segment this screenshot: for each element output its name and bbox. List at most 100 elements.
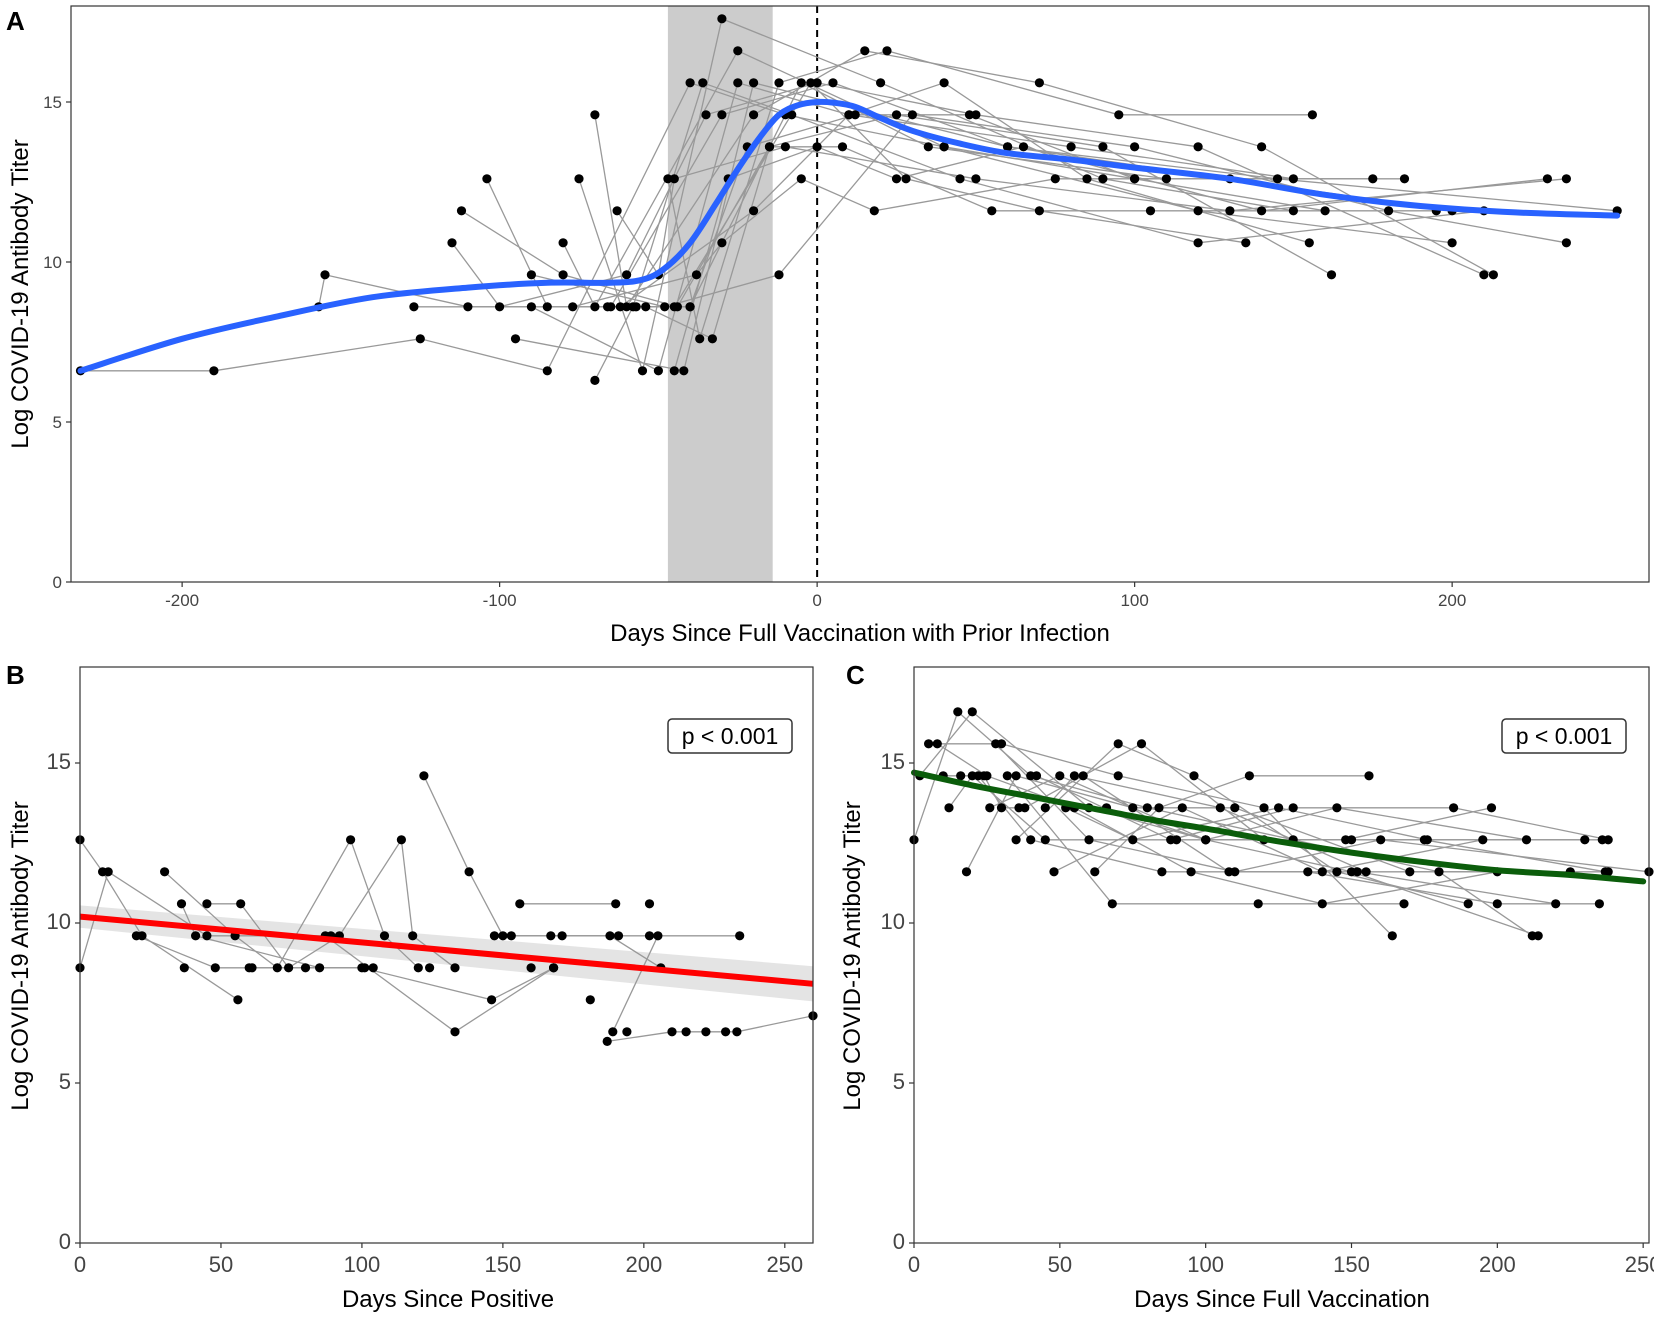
panel-b-p-value: p < 0.001 bbox=[682, 723, 779, 749]
panel-a-data bbox=[75, 6, 1622, 582]
panel-a-x-axis-title: Days Since Full Vaccination with Prior I… bbox=[610, 620, 1110, 647]
panel-b-data-point bbox=[425, 963, 435, 973]
panel-a-data-point bbox=[1225, 206, 1235, 216]
panel-a-y-tick-label: 5 bbox=[53, 413, 62, 432]
panel-a-data-point bbox=[717, 238, 727, 248]
panel-b-data-point bbox=[585, 995, 595, 1005]
panel-a-data-point bbox=[860, 46, 870, 56]
panel-a-data-point bbox=[1098, 142, 1108, 152]
panel-a-data-point bbox=[1050, 174, 1060, 184]
panel-b-data-point bbox=[549, 963, 559, 973]
panel-c-annotation-box bbox=[1501, 718, 1627, 754]
panel-a-data-point bbox=[669, 302, 679, 312]
panel-c-data-point bbox=[1521, 835, 1532, 845]
panel-a-data-point bbox=[1479, 270, 1489, 280]
panel-c-data-point bbox=[1166, 835, 1176, 845]
panel-b-data-point bbox=[284, 963, 294, 973]
panel-b-data-point bbox=[98, 867, 108, 877]
panel-c-x-tick-label: 0 bbox=[908, 1252, 920, 1277]
panel-c-data-point bbox=[1224, 867, 1234, 877]
panel-c-data-point bbox=[1128, 835, 1138, 845]
panel-c-data-point bbox=[1274, 803, 1284, 813]
panel-b-data-point bbox=[605, 931, 615, 941]
panel-a-data-point bbox=[698, 78, 708, 88]
panel-a-data-point bbox=[1130, 142, 1140, 152]
panel-c-data-point bbox=[1533, 931, 1543, 941]
panel-b-data-point bbox=[644, 931, 655, 941]
panel-b-data-point bbox=[602, 1036, 612, 1046]
panel-c-trajectory-line bbox=[1044, 775, 1571, 873]
panel-a-data-point bbox=[568, 302, 578, 312]
panel-b-x-tick-label: 50 bbox=[209, 1252, 233, 1277]
panel-b-data-point bbox=[653, 931, 663, 941]
panel-a-data-point bbox=[1003, 142, 1013, 152]
panel-a-data-point bbox=[685, 78, 695, 88]
panel-b-data-point bbox=[644, 899, 655, 909]
panel-b-data-point bbox=[210, 963, 220, 973]
panel-a-data-point bbox=[733, 46, 743, 56]
panel-c-data-point bbox=[956, 771, 966, 781]
panel-b-x-tick-label: 0 bbox=[74, 1252, 86, 1277]
panel-c-y-tick-label: 5 bbox=[893, 1069, 905, 1094]
panel-a-data-point bbox=[749, 110, 759, 120]
panel-b-regression-line bbox=[79, 913, 814, 987]
panel-a-data-point bbox=[320, 270, 330, 280]
panel-a-data-point bbox=[850, 110, 860, 120]
panel-c-x-tick-label: 200 bbox=[1479, 1252, 1516, 1277]
panel-b-data-point bbox=[191, 931, 201, 941]
panel-a-data-point bbox=[1018, 142, 1029, 152]
panel-a-data-point bbox=[456, 206, 467, 216]
panel-b-data-point bbox=[464, 867, 474, 877]
panel-a-data-point bbox=[409, 302, 419, 312]
panel-a-y-tick-label: 10 bbox=[43, 253, 62, 272]
panel-b-data-point bbox=[419, 771, 429, 781]
panel-b-data-point bbox=[202, 899, 212, 909]
panel-b-data-point bbox=[346, 835, 356, 845]
panel-a-data-point bbox=[1320, 206, 1330, 216]
panel-c-data-point bbox=[1478, 835, 1488, 845]
panel-a-data-point bbox=[701, 110, 711, 120]
panel-a-smooth-curve bbox=[77, 98, 1621, 374]
panel-b-data-point bbox=[247, 963, 257, 973]
panel-a-data-point bbox=[463, 302, 473, 312]
panel-a-x-tick-label: -200 bbox=[165, 591, 199, 610]
panel-c-data-point bbox=[1361, 867, 1371, 877]
panel-c-frame bbox=[913, 666, 1650, 1244]
panel-b-data-point bbox=[515, 899, 525, 909]
panel-c-data-point bbox=[1128, 803, 1138, 813]
panel-a-data-point bbox=[669, 366, 679, 376]
panel-c-data-point bbox=[1317, 867, 1327, 877]
panel-a-data-point bbox=[415, 334, 425, 344]
panel-a-data-point bbox=[971, 110, 981, 120]
panel-c-data-point bbox=[1186, 867, 1196, 877]
panel-a-data-point bbox=[590, 375, 600, 385]
panel-c-data-point bbox=[1113, 739, 1123, 749]
panel-b-data-point bbox=[160, 867, 170, 877]
panel-a-data-point bbox=[796, 78, 806, 88]
panel-c-data-point bbox=[1189, 771, 1199, 781]
panel-c-data-point bbox=[1136, 739, 1147, 749]
panel-c-data-point bbox=[1026, 835, 1036, 845]
panel-b-data-point bbox=[368, 963, 378, 973]
panel-a: A 0 5 10 15 -200 -100 0 100 200 Days Since Full… bbox=[6, 5, 1650, 647]
panel-c-data-point bbox=[953, 707, 963, 717]
panel-a-data-point bbox=[603, 302, 613, 312]
panel-a-data-point bbox=[837, 142, 848, 152]
panel-c-trajectory-line bbox=[1006, 775, 1404, 905]
panel-a-data-point bbox=[510, 334, 521, 344]
panel-a-y-ticks: 0 5 10 15 bbox=[43, 93, 71, 592]
panel-c-data-point bbox=[944, 803, 954, 813]
panel-a-data-point bbox=[679, 366, 689, 376]
panel-a-trajectory-line bbox=[451, 82, 1485, 308]
panel-b-frame bbox=[79, 666, 814, 1244]
panel-a-data-point bbox=[615, 302, 625, 312]
panel-a-data-point bbox=[1034, 78, 1044, 88]
panel-a-data-point bbox=[660, 302, 670, 312]
panel-a-data-point bbox=[806, 78, 816, 88]
panel-a-data-point bbox=[1241, 238, 1251, 248]
panel-a-data-point bbox=[669, 174, 679, 184]
panel-c-data-point bbox=[1113, 771, 1123, 781]
panel-a-x-tick-label: 0 bbox=[812, 591, 821, 610]
panel-a-data-point bbox=[695, 334, 705, 344]
panel-a-data-point bbox=[1288, 174, 1298, 184]
